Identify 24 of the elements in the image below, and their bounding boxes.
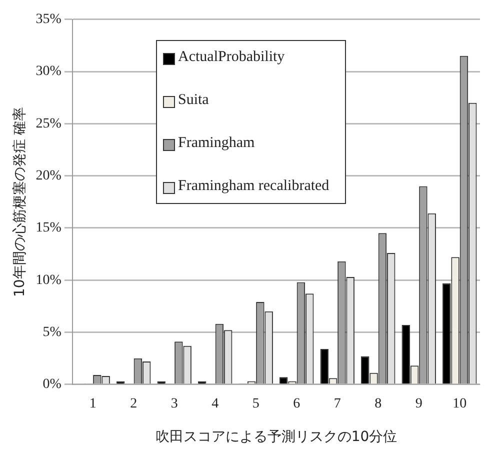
y-tick-label: 10% xyxy=(36,272,62,288)
y-tick-label: 30% xyxy=(36,64,62,80)
y-tick-label: 5% xyxy=(42,324,62,340)
legend-label: Framingham recalibrated xyxy=(178,178,330,195)
x-tick-label: 3 xyxy=(170,396,178,412)
legend-label: Suita xyxy=(178,92,209,109)
y-tick-label: 15% xyxy=(36,220,62,236)
y-tick-label: 0% xyxy=(42,377,62,392)
x-tick-label: 4 xyxy=(212,396,219,412)
x-tick-label: 10 xyxy=(452,396,467,412)
legend-label: ActualProbability xyxy=(178,49,285,66)
x-tick-label: 2 xyxy=(130,396,138,412)
y-tick-label: 25% xyxy=(36,116,62,132)
y-tick-label: 20% xyxy=(36,168,62,184)
x-tick-label: 5 xyxy=(252,396,260,412)
y-tick-label: 35% xyxy=(36,12,62,28)
y-axis-title: 10年間の心筋梗塞の発症 確率 xyxy=(12,106,28,298)
x-tick-label: 1 xyxy=(89,396,96,412)
x-tick-label: 6 xyxy=(293,396,300,412)
x-tick-label: 8 xyxy=(374,396,382,412)
x-axis-title: 吹田スコアによる予測リスクの10分位 xyxy=(155,429,398,446)
x-tick-label: 9 xyxy=(415,396,422,412)
x-tick-label: 7 xyxy=(334,396,341,412)
legend-label: Framingham xyxy=(178,135,255,152)
